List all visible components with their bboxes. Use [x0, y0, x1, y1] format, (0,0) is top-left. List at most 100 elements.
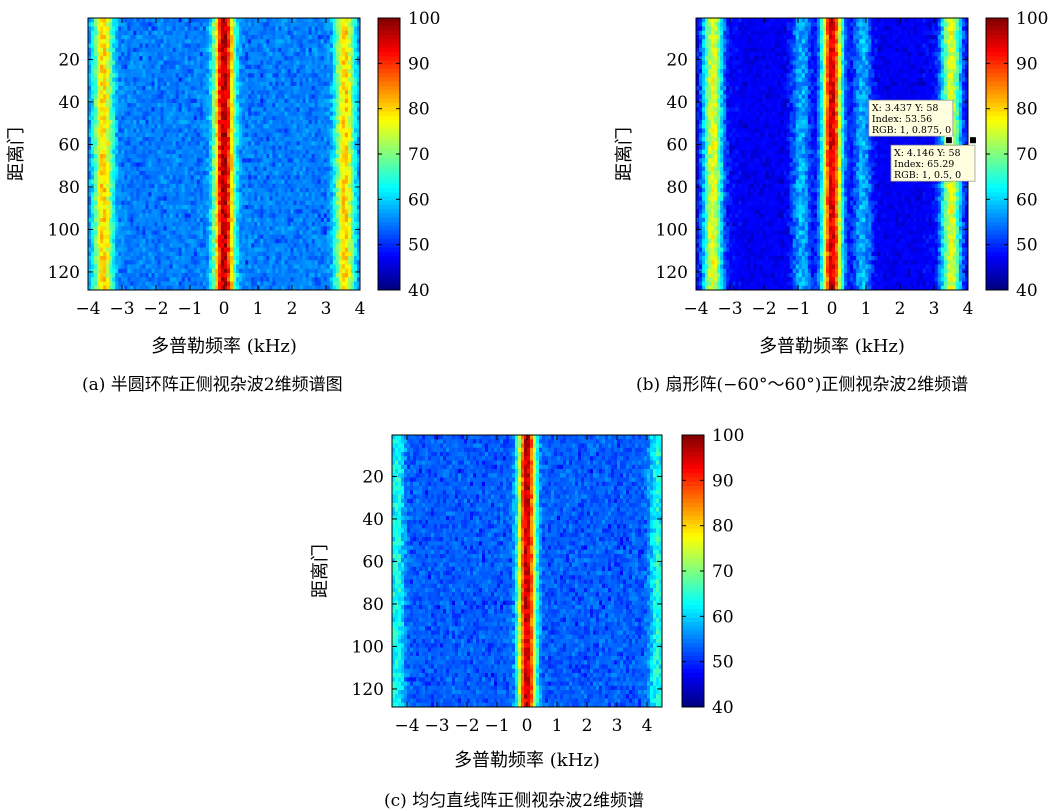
heatmap-cell	[139, 124, 143, 129]
heatmap-cell	[196, 213, 201, 219]
heatmap-cell	[175, 179, 180, 185]
heatmap-cell	[263, 234, 267, 240]
heatmap-cell	[181, 98, 186, 104]
heatmap-cell	[142, 145, 146, 151]
heatmap-cell	[181, 239, 186, 244]
heatmap-cell	[166, 103, 170, 108]
heatmap-cell	[124, 154, 128, 159]
heatmap-cell	[269, 22, 273, 27]
heatmap-cell	[175, 128, 180, 134]
heatmap-cell	[133, 47, 137, 53]
heatmap-cell	[136, 209, 140, 214]
heatmap-cell	[172, 154, 177, 159]
heatmap-cell	[242, 94, 246, 100]
heatmap-cell	[227, 234, 231, 240]
heatmap-cell	[326, 179, 331, 185]
heatmap-cell	[305, 30, 310, 36]
heatmap-cell	[335, 239, 340, 244]
heatmap-cell	[263, 73, 267, 78]
heatmap-cell	[251, 217, 255, 223]
heatmap-cell	[205, 222, 210, 227]
heatmap-cell	[353, 69, 358, 74]
heatmap-cell	[311, 158, 316, 163]
heatmap-cell	[230, 234, 234, 240]
heatmap-cell	[94, 222, 98, 227]
heatmap-cell	[133, 226, 137, 231]
heatmap-cell	[199, 39, 204, 44]
heatmap-cell	[278, 43, 282, 49]
heatmap-cell	[94, 251, 98, 257]
heatmap-cell	[202, 145, 207, 151]
heatmap-cell	[91, 200, 95, 206]
heatmap-cell	[278, 217, 282, 223]
heatmap-cell	[220, 69, 225, 74]
heatmap-cell	[178, 154, 183, 159]
heatmap-cell	[160, 192, 164, 197]
heatmap-cell	[148, 26, 152, 32]
heatmap-cell	[326, 222, 331, 227]
heatmap-cell	[299, 94, 303, 100]
heatmap-cell	[220, 86, 225, 91]
heatmap-cell	[308, 239, 313, 244]
heatmap-cell	[184, 149, 189, 155]
heatmap-cell	[145, 115, 149, 121]
heatmap-cell	[169, 120, 174, 125]
heatmap-cell	[344, 128, 349, 134]
heatmap-cell	[233, 209, 237, 214]
heatmap-cell	[103, 77, 107, 83]
heatmap-cell	[350, 18, 355, 23]
heatmap-cell	[160, 98, 164, 104]
heatmap-cell	[317, 115, 322, 121]
heatmap-cell	[284, 103, 288, 108]
heatmap-cell	[163, 86, 167, 91]
heatmap-cell	[214, 171, 219, 176]
heatmap-cell	[284, 196, 288, 202]
heatmap-cell	[227, 192, 231, 197]
heatmap-cell	[260, 43, 264, 49]
heatmap-cell	[88, 111, 92, 117]
heatmap-cell	[266, 56, 270, 61]
heatmap-cell	[199, 132, 204, 138]
heatmap-cell	[115, 145, 119, 151]
heatmap-cell	[109, 115, 113, 121]
heatmap-cell	[338, 90, 343, 95]
heatmap-cell	[109, 230, 113, 236]
heatmap-cell	[193, 226, 198, 231]
heatmap-cell	[227, 247, 231, 253]
heatmap-cell	[281, 35, 285, 40]
heatmap-cell	[338, 120, 343, 125]
heatmap-cell	[208, 120, 213, 125]
heatmap-cell	[272, 141, 276, 146]
heatmap-cell	[157, 18, 161, 23]
heatmap-cell	[254, 18, 258, 23]
heatmap-cell	[166, 243, 170, 248]
heatmap-cell	[127, 188, 131, 193]
heatmap-cell	[284, 213, 288, 219]
heatmap-cell	[124, 90, 128, 95]
heatmap-cell	[341, 234, 346, 240]
heatmap-cell	[266, 107, 270, 112]
heatmap-cell	[311, 171, 316, 176]
heatmap-cell	[148, 166, 152, 172]
heatmap-cell	[133, 145, 137, 151]
heatmap-cell	[305, 64, 310, 70]
heatmap-cell	[178, 98, 183, 104]
heatmap-cell	[214, 217, 219, 223]
heatmap-cell	[163, 234, 167, 240]
heatmap-cell	[106, 18, 110, 23]
heatmap-cell	[227, 124, 231, 129]
heatmap-cell	[227, 115, 231, 121]
heatmap-cell	[199, 77, 204, 83]
heatmap-cell	[353, 213, 358, 219]
heatmap-cell	[278, 196, 282, 202]
heatmap-cell	[154, 183, 158, 189]
heatmap-cell	[172, 222, 177, 227]
heatmap-cell	[127, 30, 131, 36]
heatmap-cell	[139, 226, 143, 231]
heatmap-cell	[124, 217, 128, 223]
heatmap-cell	[344, 137, 349, 142]
heatmap-cell	[284, 69, 288, 74]
heatmap-cell	[254, 205, 258, 210]
heatmap-cell	[290, 73, 294, 78]
heatmap-cell	[344, 200, 349, 206]
